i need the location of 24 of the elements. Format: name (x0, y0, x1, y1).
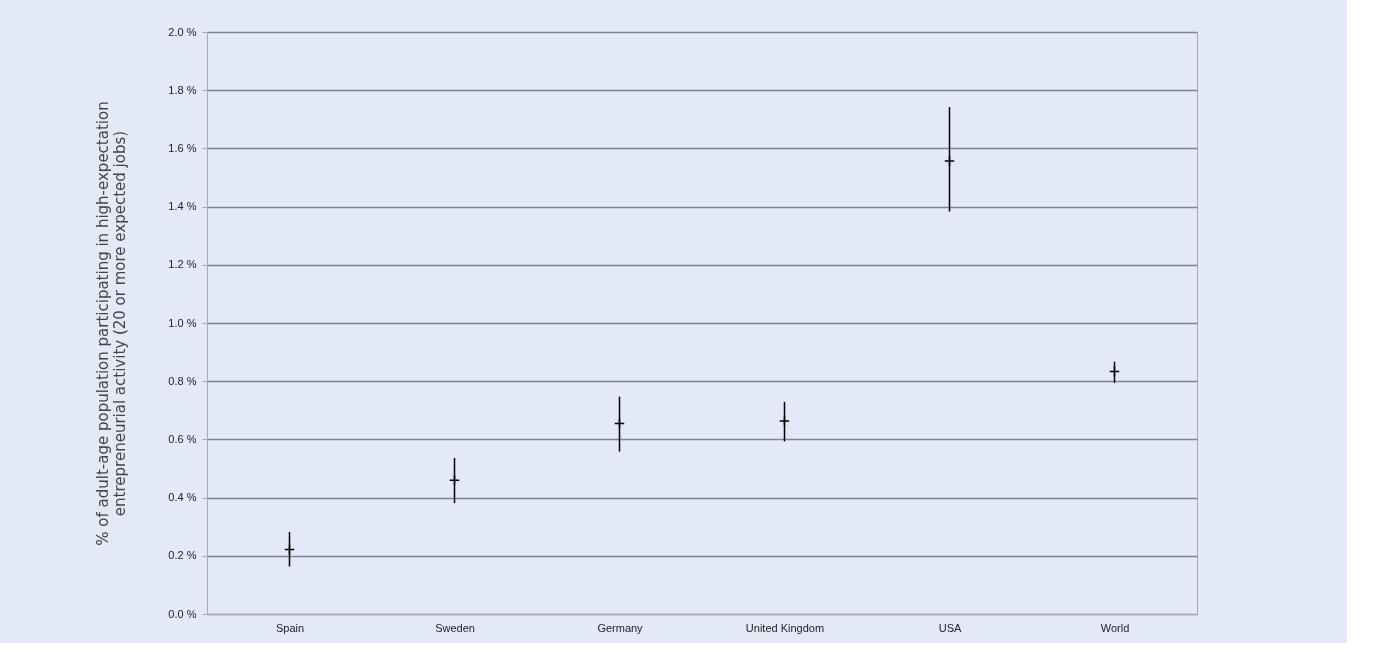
x-tick-label: Spain (275, 621, 305, 634)
point (449, 474, 460, 486)
point (284, 543, 295, 555)
y-tick-label: 0.2 % (168, 549, 197, 562)
y-tick-label: 0.8 % (168, 374, 197, 387)
x-tick-label: World (1100, 621, 1130, 634)
x-tick-label: United Kingdom (745, 621, 825, 634)
x-tick-label: Germany (597, 621, 644, 634)
y-tick-label: 1.8 % (168, 83, 197, 96)
y-tick-label: 1.0 % (168, 316, 197, 329)
y-tick-label: 1.4 % (168, 200, 197, 213)
y-tick-label: 1.6 % (168, 141, 197, 154)
y-tick-label: 0.0 % (168, 607, 197, 620)
point (944, 155, 955, 167)
x-tick-label: USA (938, 621, 962, 634)
y-tick-label: 0.4 % (168, 491, 197, 504)
y-tick-label: 1.2 % (168, 258, 197, 271)
y-tick-label: 0.6 % (168, 432, 197, 445)
y-axis-title: % of adult-age population participating in high-expectation entrepreneurial activity (20 or more expected jobs) (94, 101, 130, 546)
x-tick-label: Sweden (435, 621, 475, 634)
point (1109, 366, 1120, 378)
point (779, 415, 790, 427)
y-tick-label: 2.0 % (168, 25, 197, 38)
point (614, 417, 625, 429)
